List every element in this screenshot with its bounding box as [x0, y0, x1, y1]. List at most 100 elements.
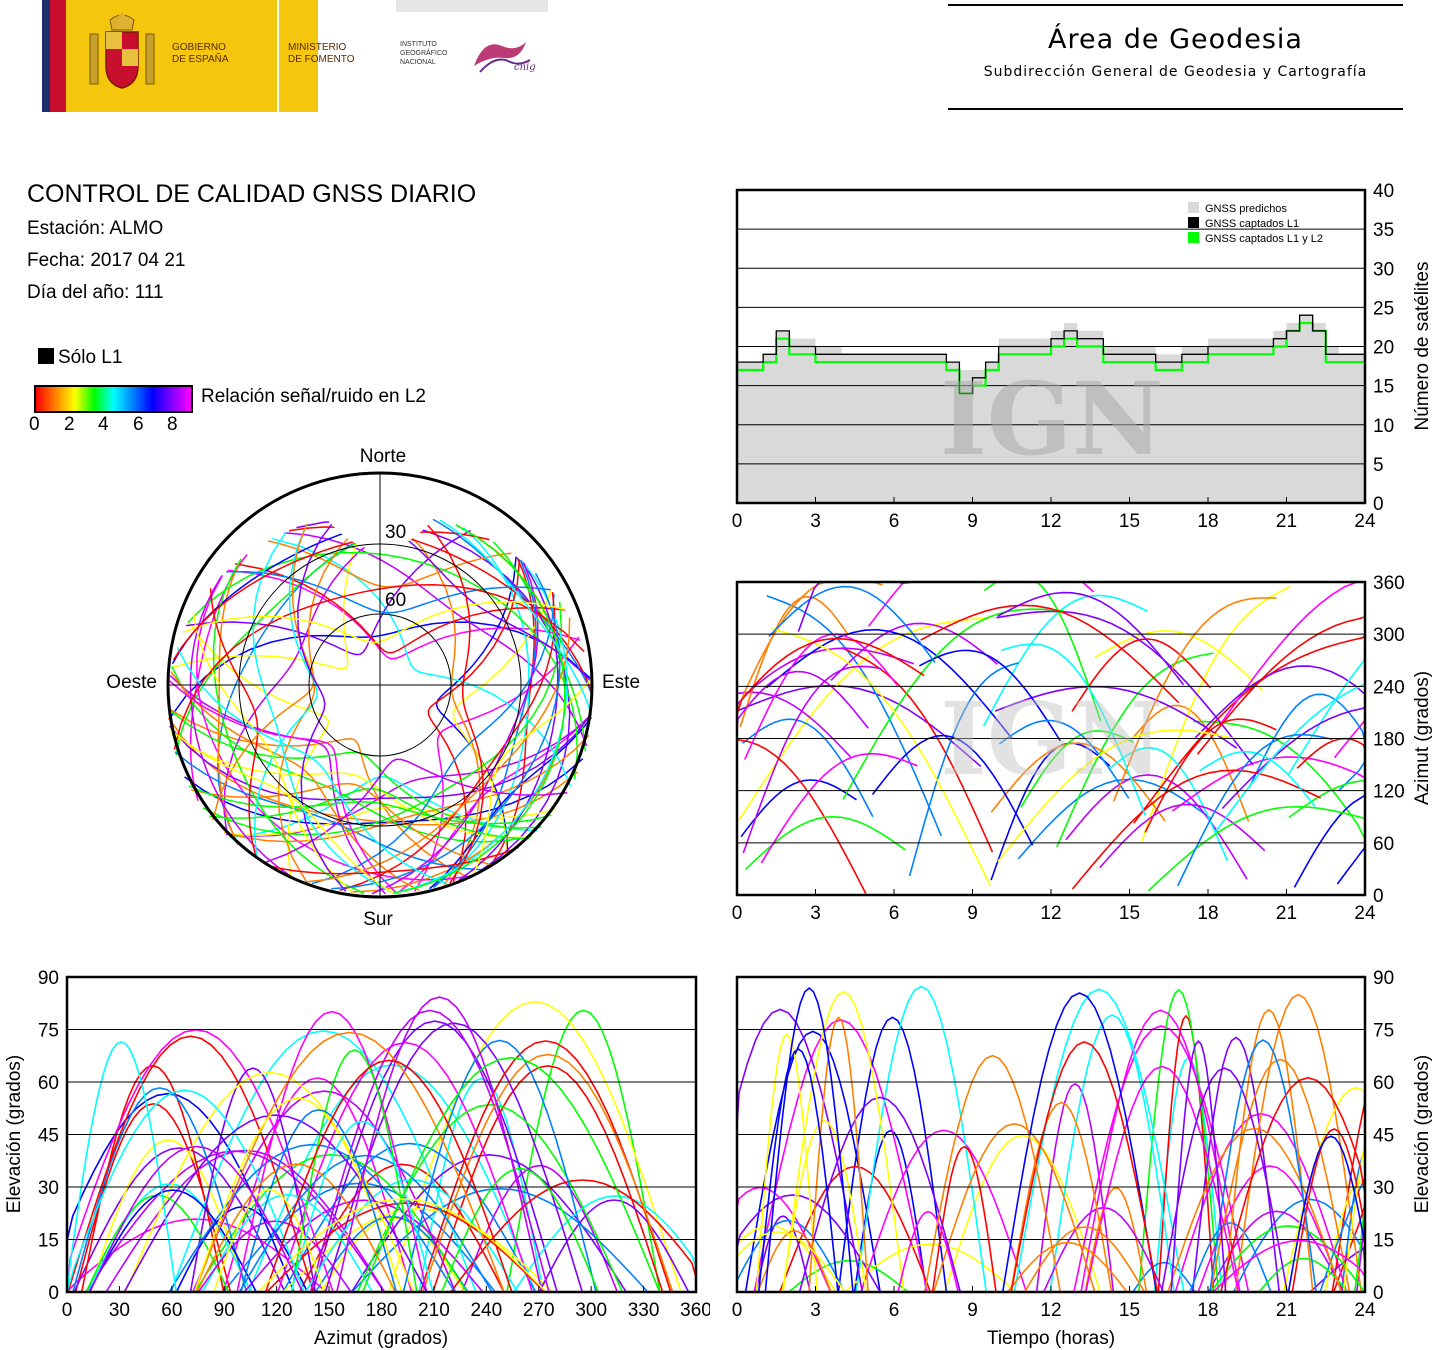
y-tick-label: 75: [38, 1021, 59, 1042]
elevation-azimuth-track: [264, 1059, 513, 1293]
sky-track: [209, 588, 259, 859]
elevation-time-track: [1170, 1040, 1227, 1293]
y-tick-label: 5: [1373, 455, 1384, 476]
sky-track: [168, 680, 397, 894]
sky-track: [171, 512, 372, 670]
elevation-azimuth-chart: 0 15 30 45 60 75 90 0 30 60 90 120 150 180 210 240 270 3…: [4, 968, 710, 1349]
elevation-time-track: [764, 987, 854, 1293]
x-tick-label: 240: [470, 1300, 502, 1321]
elevation-time-track: [808, 1016, 869, 1293]
sky-track: [234, 562, 566, 654]
azimuth-track: [920, 604, 1180, 704]
elevation-time-track: [933, 1122, 1096, 1293]
x-tick-label: 6: [889, 903, 900, 924]
elevation-azimuth-track: [402, 1039, 597, 1293]
sky-track: [269, 846, 519, 875]
legend-predicted-swatch: [1188, 202, 1199, 213]
x-tick-label: 3: [810, 903, 821, 924]
azimuth-track: [740, 779, 857, 838]
sky-track: [272, 537, 572, 787]
elevation-time-track: [755, 1033, 818, 1293]
sky-track: [186, 529, 471, 656]
elevation-time-track: [1010, 1101, 1113, 1293]
gov-text-line1: GOBIERNO: [172, 42, 226, 53]
x-tick-label: 6: [889, 511, 900, 532]
azimuth-track: [742, 718, 874, 817]
elevation-time-track: [1189, 1222, 1272, 1293]
elevation-azimuth-track: [277, 1041, 534, 1293]
elevation-azimuth-track: [194, 1031, 505, 1293]
sky-track: [366, 511, 592, 682]
sky-track: [396, 713, 593, 894]
azimuth-track: [736, 637, 925, 761]
y-tick-label: 45: [1373, 1126, 1394, 1147]
azimuth-track: [1293, 794, 1366, 888]
watermark-satellites: IGN: [940, 360, 1164, 478]
azimuth-track: [841, 646, 994, 853]
x-tick-label: 270: [523, 1300, 555, 1321]
area-subtitle: Subdirección General de Geodesia y Carto…: [983, 64, 1368, 80]
y-tick-label: 90: [1373, 968, 1394, 989]
snr-label: Relación señal/ruido en L2: [201, 386, 426, 407]
azimuth-track: [1336, 769, 1366, 885]
legend-l1-swatch: [1188, 217, 1199, 228]
sky-track: [212, 523, 315, 821]
elevation-azimuth-track: [290, 1120, 434, 1293]
sky-track: [339, 591, 556, 892]
elevation-azimuth-track: [422, 1053, 674, 1293]
elevation-azimuth-track: [73, 1147, 286, 1293]
snr-tick-6: 6: [133, 414, 144, 435]
azimuth-track: [1147, 805, 1365, 892]
elevation-azimuth-track: [88, 1189, 258, 1293]
y-tick-label: 15: [1373, 1231, 1394, 1252]
elevation-time-xlabel: Tiempo (horas): [987, 1328, 1115, 1349]
sky-track: [209, 788, 530, 840]
elevation-time-track: [1049, 1013, 1175, 1293]
elevation-time-track: [923, 1054, 1062, 1293]
sky-track: [167, 707, 468, 878]
elevation-time-track: [943, 1134, 1101, 1293]
azimuth-track: [1219, 581, 1366, 725]
elevation-time-track: [1258, 1257, 1349, 1293]
x-tick-label: 150: [313, 1300, 345, 1321]
cnig-icon: [470, 36, 536, 80]
azimuth-track: [743, 633, 898, 760]
azimuth-track: [738, 617, 989, 821]
elevation-azimuth-track: [72, 1087, 248, 1293]
elevation-azimuth-track: [266, 1202, 546, 1293]
snr-tick-2: 2: [64, 414, 75, 435]
elevation-azimuth-track: [213, 1188, 326, 1293]
y-tick-label: 35: [1373, 220, 1394, 241]
elevation-azimuth-track: [257, 1198, 547, 1293]
y-tick-label: 10: [1373, 416, 1394, 437]
y-tick-label: 120: [1373, 782, 1405, 803]
x-tick-label: 120: [261, 1300, 293, 1321]
sky-track: [382, 511, 481, 886]
sky-track: [284, 532, 588, 747]
x-tick-label: 0: [62, 1300, 73, 1321]
azimuth-track: [768, 585, 936, 663]
snr-tick-8: 8: [167, 414, 178, 435]
azimuth-track: [1177, 733, 1333, 887]
elevation-time-track: [1013, 988, 1185, 1293]
x-tick-label: 12: [1040, 511, 1061, 532]
legend-l1-label: GNSS captados L1: [1205, 218, 1299, 230]
elevation-azimuth-track: [240, 1108, 398, 1293]
elevation-time-track: [1210, 1225, 1366, 1293]
y-tick-label: 0: [1373, 494, 1384, 515]
area-title: Área de Geodesia: [1048, 24, 1303, 55]
x-tick-label: 15: [1119, 1300, 1140, 1321]
cnig-text: cnig: [514, 62, 536, 73]
x-tick-label: 330: [628, 1300, 660, 1321]
y-tick-label: 0: [1373, 1283, 1384, 1304]
l1-line: [737, 314, 1365, 395]
elevation-time-track: [788, 1259, 909, 1293]
elevation-time-track: [781, 1119, 868, 1293]
elevation-azimuth-frame: [65, 975, 698, 1294]
azimuth-track: [1193, 720, 1366, 888]
south-label: Sur: [363, 909, 393, 930]
azimuth-track: [742, 665, 882, 854]
elevation-time-track: [1001, 992, 1158, 1293]
elevation-azimuth-track: [193, 1097, 403, 1293]
elevation-azimuth-track: [196, 1163, 396, 1293]
